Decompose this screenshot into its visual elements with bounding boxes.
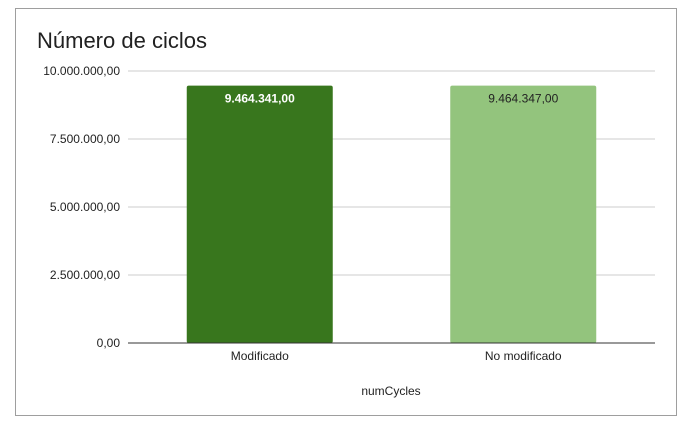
y-tick-label: 10.000.000,00 — [43, 64, 120, 78]
x-tick-label: Modificado — [231, 349, 289, 363]
y-tick-label: 2.500.000,00 — [50, 268, 120, 282]
y-tick-label: 7.500.000,00 — [50, 132, 120, 146]
y-tick-label: 0,00 — [97, 336, 121, 350]
chart-title: Número de ciclos — [37, 28, 207, 53]
data-label: 9.464.341,00 — [225, 92, 295, 106]
data-label: 9.464.347,00 — [488, 92, 558, 106]
bar — [450, 85, 597, 343]
y-tick-label: 5.000.000,00 — [50, 200, 120, 214]
y-tick-labels: 0,00 2.500.000,00 5.000.000,00 7.500.000,00… — [43, 64, 120, 350]
bars — [186, 85, 597, 344]
bar — [186, 85, 333, 344]
x-tick-label: No modificado — [485, 349, 562, 363]
x-axis-title: numCycles — [361, 384, 420, 398]
data-labels: 9.464.341,00 9.464.347,00 — [225, 92, 559, 106]
x-tick-labels: Modificado No modificado — [231, 349, 562, 363]
